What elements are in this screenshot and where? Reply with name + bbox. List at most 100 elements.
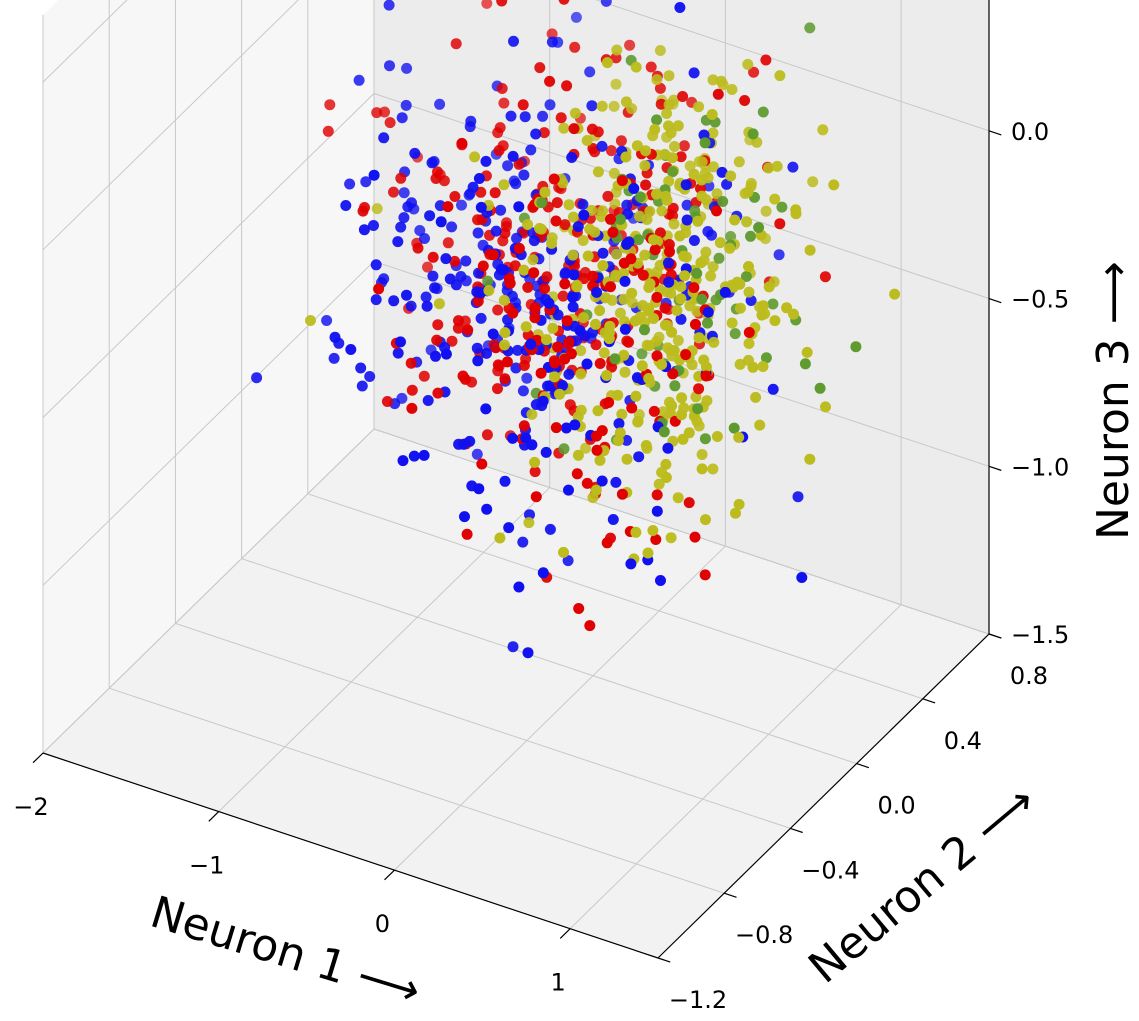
data-point-series-2 xyxy=(716,166,728,178)
data-point-series-4 xyxy=(618,267,630,279)
data-point-series-1 xyxy=(655,98,667,110)
data-point-series-2 xyxy=(368,169,380,181)
data-point-series-3 xyxy=(634,191,646,203)
data-point-series-4 xyxy=(760,205,772,217)
data-point-series-4 xyxy=(707,127,719,139)
data-point-series-1 xyxy=(651,350,663,362)
data-point-series-4 xyxy=(653,478,665,490)
data-point-series-4 xyxy=(663,70,675,82)
data-point-series-2 xyxy=(663,257,674,269)
data-point-series-4 xyxy=(631,140,643,152)
data-point-series-2 xyxy=(502,160,514,172)
data-point-series-1 xyxy=(388,186,399,198)
data-point-series-1 xyxy=(472,214,484,226)
data-point-series-4 xyxy=(640,440,652,451)
y-tick-mark xyxy=(922,698,936,704)
data-point-series-4 xyxy=(569,107,581,119)
data-point-series-3 xyxy=(814,382,826,394)
data-point-series-1 xyxy=(499,373,511,385)
data-point-series-1 xyxy=(559,219,571,231)
data-point-series-4 xyxy=(763,281,775,293)
data-point-series-4 xyxy=(499,327,511,339)
data-point-series-2 xyxy=(586,100,598,112)
data-point-series-2 xyxy=(456,199,467,211)
data-point-series-4 xyxy=(668,345,680,356)
data-point-series-3 xyxy=(799,358,811,370)
x-tick-mark xyxy=(32,752,44,764)
data-point-series-2 xyxy=(581,358,593,370)
data-point-series-4 xyxy=(828,179,840,191)
floor-pane xyxy=(43,429,989,958)
z-tick-mark xyxy=(988,297,1002,304)
data-point-series-1 xyxy=(494,122,506,134)
data-point-series-2 xyxy=(360,176,372,188)
data-point-series-2 xyxy=(473,173,485,184)
data-point-series-2 xyxy=(440,348,452,360)
x-axis-line xyxy=(42,752,659,959)
data-point-series-2 xyxy=(395,336,406,348)
data-point-series-4 xyxy=(608,100,620,112)
data-point-series-2 xyxy=(427,270,439,282)
data-point-series-1 xyxy=(743,327,755,338)
data-point-series-4 xyxy=(549,371,560,383)
data-point-series-2 xyxy=(465,115,477,127)
data-point-series-1 xyxy=(711,205,722,217)
data-point-series-2 xyxy=(680,179,692,191)
data-point-series-1 xyxy=(498,97,510,109)
data-point-series-4 xyxy=(305,315,316,326)
data-point-series-1 xyxy=(371,107,383,119)
data-point-series-2 xyxy=(513,581,525,593)
data-point-series-2 xyxy=(562,555,574,567)
data-point-series-2 xyxy=(787,161,799,173)
data-point-series-4 xyxy=(750,391,762,403)
data-point-series-2 xyxy=(388,295,400,307)
data-point-series-1 xyxy=(596,425,608,437)
data-point-series-2 xyxy=(475,201,487,213)
data-point-series-2 xyxy=(392,347,404,359)
data-point-series-2 xyxy=(471,286,483,298)
data-point-series-3 xyxy=(767,298,779,310)
data-point-series-2 xyxy=(401,289,412,301)
data-point-series-1 xyxy=(559,278,571,290)
data-point-series-1 xyxy=(449,191,461,202)
data-point-series-4 xyxy=(594,305,606,317)
data-point-series-1 xyxy=(680,349,692,361)
x-tick-mark xyxy=(559,928,571,939)
data-point-series-3 xyxy=(669,380,681,392)
data-point-series-2 xyxy=(651,505,663,517)
x-tick-mark xyxy=(208,811,220,822)
data-point-series-2 xyxy=(321,315,333,326)
data-point-series-3 xyxy=(614,213,626,225)
data-point-series-4 xyxy=(715,75,727,87)
data-point-series-2 xyxy=(424,210,436,222)
data-point-series-4 xyxy=(769,315,781,327)
data-point-series-4 xyxy=(371,203,383,215)
data-point-series-2 xyxy=(472,355,484,367)
data-point-series-4 xyxy=(643,373,655,384)
data-point-series-4 xyxy=(675,293,687,305)
data-point-series-2 xyxy=(563,484,574,496)
data-point-series-1 xyxy=(602,190,614,202)
data-point-series-2 xyxy=(480,155,492,167)
data-point-series-4 xyxy=(577,312,589,324)
data-point-series-2 xyxy=(796,572,808,583)
data-point-series-3 xyxy=(804,22,816,34)
data-point-series-1 xyxy=(438,175,450,187)
data-point-series-1 xyxy=(819,271,831,283)
data-point-series-2 xyxy=(512,344,524,356)
data-point-series-4 xyxy=(714,237,726,249)
data-point-series-3 xyxy=(632,234,644,246)
data-point-series-2 xyxy=(521,372,533,384)
x-tick-label: 0 xyxy=(375,910,390,938)
data-point-series-1 xyxy=(616,488,628,500)
data-point-series-4 xyxy=(522,219,534,230)
data-point-series-3 xyxy=(558,443,570,455)
data-point-series-4 xyxy=(640,145,652,157)
data-point-series-1 xyxy=(675,151,687,163)
data-point-series-3 xyxy=(753,222,765,233)
data-point-series-4 xyxy=(889,288,901,300)
data-point-series-2 xyxy=(481,347,492,359)
data-point-series-2 xyxy=(383,0,395,11)
data-point-series-4 xyxy=(684,160,696,172)
data-point-series-2 xyxy=(525,338,537,350)
